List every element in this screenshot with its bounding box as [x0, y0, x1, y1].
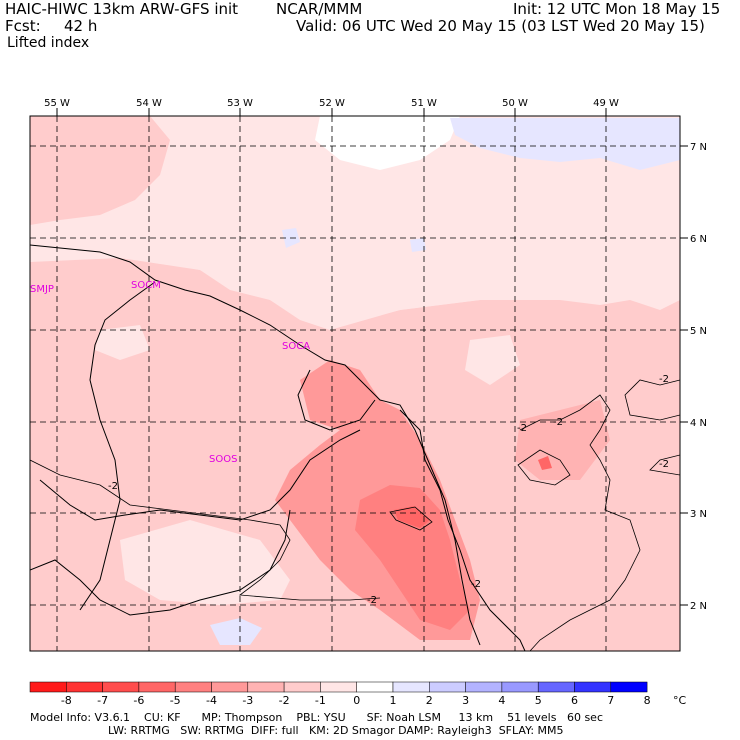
- lat-label-3n: 3 N: [690, 509, 707, 520]
- contour-label-6: -2: [659, 459, 669, 470]
- init-time: Init: 12 UTC Mon 18 May 15: [513, 0, 721, 18]
- colorbar-swatch: [574, 681, 612, 693]
- colorbar-swatch: [392, 681, 430, 693]
- colorbar-tick-label: -1: [315, 694, 326, 707]
- colorbar-swatch: [501, 681, 539, 693]
- contour-label-5: -2: [659, 374, 669, 385]
- contour-label-7: -2: [471, 579, 481, 590]
- colorbar-swatch: [429, 681, 466, 693]
- station-soos: SOOS: [209, 454, 237, 465]
- contour-minus2-b: [519, 394, 641, 651]
- colorbar-tick-label: -8: [61, 694, 72, 707]
- contour-minus2-d: [389, 506, 433, 531]
- contour-minus2-c: [624, 379, 680, 421]
- shade-pale-southwest: [120, 520, 290, 605]
- shade-minus5-center: [394, 506, 430, 528]
- colorbar-tick-label: 4: [498, 694, 505, 707]
- lon-label-49w: 49 W: [593, 98, 619, 109]
- colorbar-tick-label: 6: [571, 694, 578, 707]
- colorbar-swatch: [320, 681, 357, 693]
- map-frame: [29, 115, 681, 652]
- border-suriname-guyane: [79, 281, 156, 611]
- lat-label-2n: 2 N: [690, 601, 707, 612]
- shade-blue-northeast: [450, 118, 680, 170]
- shade-northwest: [30, 116, 170, 225]
- contour-label-1: -2: [108, 481, 118, 492]
- colorbar: -8 -7 -6 -5 -4 -3 -2 -1 0 1 2 3 4 5 6 7 8: [29, 681, 651, 707]
- border-amapa-south: [30, 509, 291, 616]
- border-suriname-brazil: [39, 429, 361, 521]
- shade-pale-east: [465, 335, 520, 385]
- colorbar-tick-label: 3: [462, 694, 469, 707]
- footer-model-info: Model Info: V3.6.1 CU: KF MP: Thompson P…: [30, 711, 603, 724]
- shade-pale-interior: [95, 325, 150, 360]
- colorbar-swatch: [537, 681, 575, 693]
- colorbar-tick-label: 5: [535, 694, 542, 707]
- colorbar-swatch: [174, 681, 212, 693]
- shade-minus4-core: [355, 485, 470, 630]
- field-name: Lifted index: [7, 35, 90, 51]
- lon-label-55w: 55 W: [44, 98, 70, 109]
- lon-label-54w: 54 W: [136, 98, 162, 109]
- lat-label-7n: 7 N: [690, 142, 707, 153]
- colorbar-unit: °C: [673, 694, 687, 707]
- forecast-hour: 42 h: [64, 17, 98, 35]
- colorbar-tick-label: 8: [644, 694, 651, 707]
- colorbar-tick-label: -2: [279, 694, 290, 707]
- valid-time: Valid: 06 UTC Wed 20 May 15 (03 LST Wed …: [296, 17, 705, 35]
- org-label: NCAR/MMM: [276, 0, 363, 18]
- lon-label-52w: 52 W: [319, 98, 345, 109]
- contour-label-4: -2: [553, 417, 563, 428]
- colorbar-swatch: [66, 681, 103, 693]
- shade-pale-north-2: [30, 215, 560, 330]
- shade-minus5-east: [538, 456, 552, 470]
- station-smjp: SMJP: [30, 284, 54, 295]
- colorbar-swatch: [247, 681, 285, 693]
- colorbar-tick-label: 7: [607, 694, 614, 707]
- coastline: [30, 244, 481, 646]
- colorbar-tick-label: 0: [353, 694, 360, 707]
- river-oyapock: [399, 409, 526, 651]
- shade-blue-small-2: [410, 238, 426, 252]
- station-soca: SOCA: [282, 341, 310, 352]
- lat-label-5n: 5 N: [690, 326, 707, 337]
- colorbar-tick-label: 1: [390, 694, 397, 707]
- station-socm: SOCM: [131, 280, 161, 291]
- colorbar-swatch: [610, 681, 648, 693]
- contour-minus2-e: [649, 454, 680, 476]
- lon-label-53w: 53 W: [227, 98, 253, 109]
- colorbar-swatch: [283, 681, 321, 693]
- footer-physics-info: LW: RRTMG SW: RRTMG DIFF: full KM: 2D Sm…: [108, 724, 564, 737]
- lat-label-4n: 4 N: [690, 418, 707, 429]
- colorbar-tick-label: -5: [170, 694, 181, 707]
- colorbar-swatch: [465, 681, 503, 693]
- colorbar-tick-label: -4: [206, 694, 217, 707]
- colorbar-swatch: [211, 681, 249, 693]
- model-title: HAIC-HIWC 13km ARW-GFS init: [5, 0, 239, 18]
- colorbar-tick-label: -3: [242, 694, 253, 707]
- contour-minus2-a: [30, 459, 381, 601]
- contour-minus2-f: [517, 449, 571, 486]
- contour-label-3: -2: [517, 423, 527, 434]
- lon-label-51w: 51 W: [411, 98, 437, 109]
- colorbar-tick-label: -7: [97, 694, 108, 707]
- contour-label-2: -2: [367, 595, 377, 606]
- colorbar-tick-label: -6: [133, 694, 144, 707]
- colorbar-swatch: [356, 681, 394, 693]
- colorbar-tick-label: 2: [426, 694, 433, 707]
- colorbar-swatch: [102, 681, 140, 693]
- colorbar-swatch: [138, 681, 176, 693]
- lat-label-6n: 6 N: [690, 234, 707, 245]
- shade-blue-southwest: [210, 618, 262, 645]
- lon-label-50w: 50 W: [502, 98, 528, 109]
- colorbar-swatch: [29, 681, 67, 693]
- border-guyane-amapa: [297, 369, 376, 431]
- forecast-label: Fcst:: [5, 17, 41, 35]
